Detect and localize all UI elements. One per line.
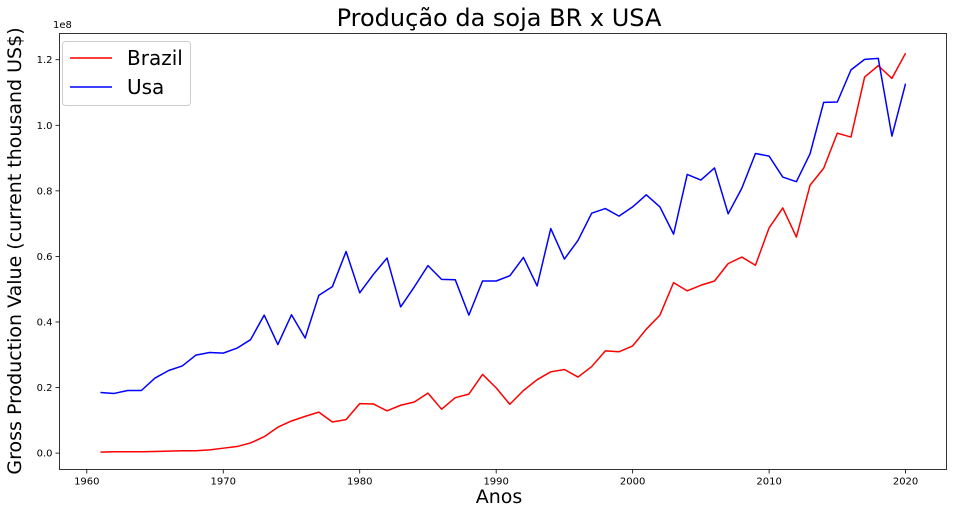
y-tick-label: 0.0 xyxy=(37,449,53,460)
x-tick-label: 1980 xyxy=(347,477,372,488)
x-tick-label: 2000 xyxy=(620,477,645,488)
x-tick-label: 1970 xyxy=(211,477,236,488)
legend: Brazil Usa xyxy=(62,41,191,106)
y-tick-label: 1.2 xyxy=(37,55,53,66)
series-line-brazil xyxy=(100,52,907,453)
plot-lines xyxy=(100,52,907,453)
series-line-usa xyxy=(100,57,907,395)
plot-frame xyxy=(59,33,947,470)
y-offset-label: 1e8 xyxy=(53,20,72,31)
y-tick-label: 0.6 xyxy=(37,252,53,263)
chart-title: Produção da soja BR x USA xyxy=(337,4,662,32)
y-tick-label: 0.2 xyxy=(37,383,53,394)
x-tick-label: 2020 xyxy=(893,477,918,488)
y-tick-label: 0.8 xyxy=(37,186,53,197)
x-tick-label: 1960 xyxy=(74,477,99,488)
y-tick-label: 1.0 xyxy=(37,121,53,132)
x-axis-label: Anos xyxy=(476,486,523,508)
x-axis-ticks: 1960 1970 1980 1990 2000 2010 2020 xyxy=(74,469,918,488)
x-tick-label: 1990 xyxy=(483,477,508,488)
y-axis-ticks: 0.0 0.2 0.4 0.6 0.8 1.0 1.2 xyxy=(37,55,60,460)
y-tick-label: 0.4 xyxy=(37,317,53,328)
x-tick-label: 2010 xyxy=(756,477,781,488)
legend-label-brazil: Brazil xyxy=(127,46,183,70)
y-axis-label: Gross Production Value (current thousand… xyxy=(4,27,26,474)
legend-label-usa: Usa xyxy=(127,75,164,99)
